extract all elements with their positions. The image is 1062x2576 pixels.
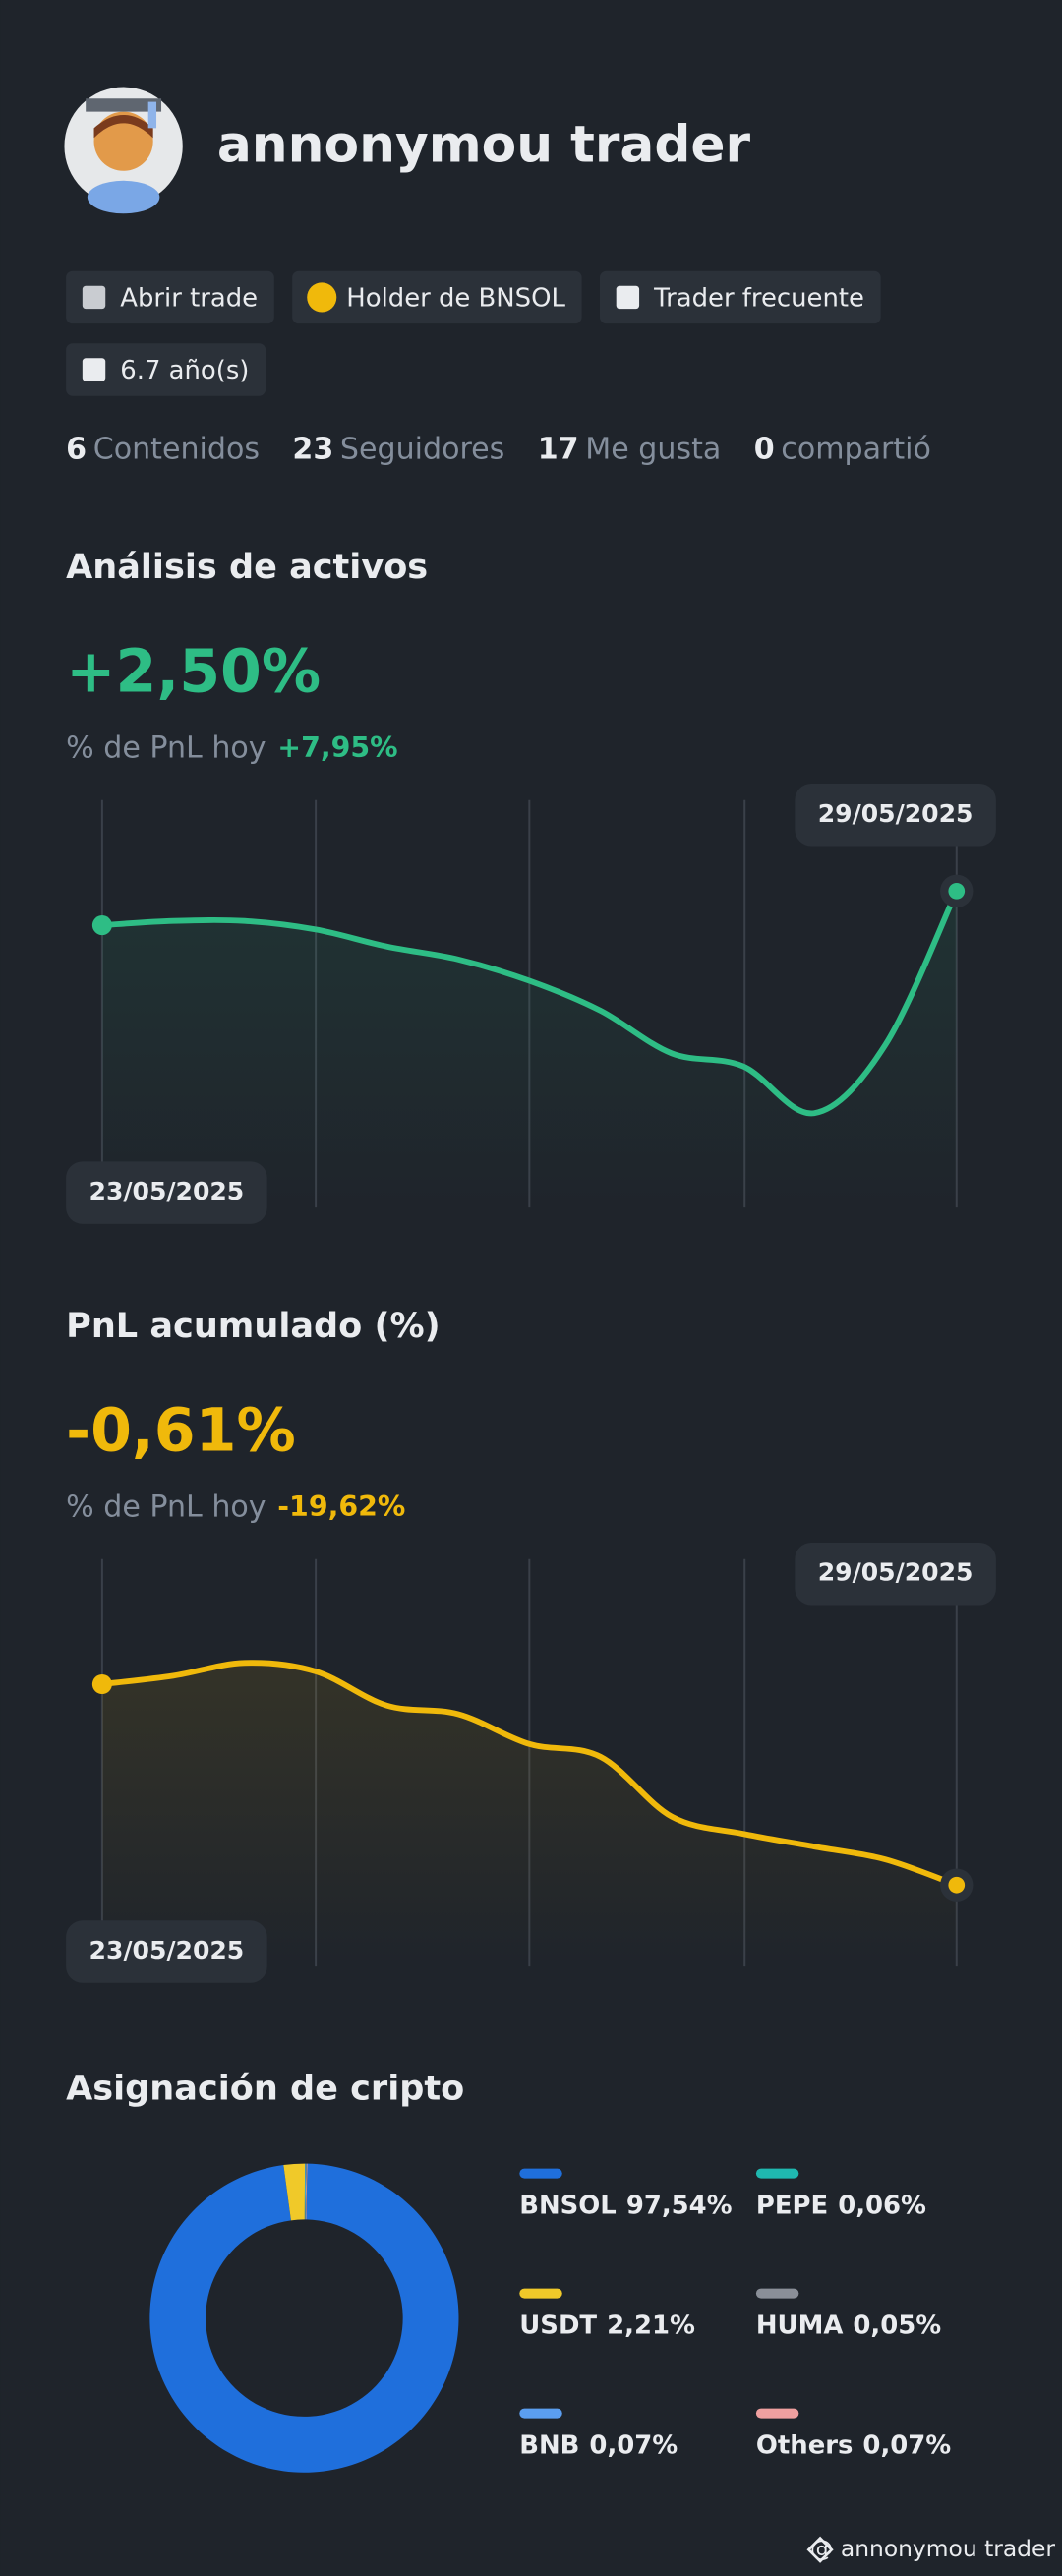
legend-value: 0,06% — [838, 2192, 926, 2221]
donut-segment — [305, 2163, 307, 2220]
badge-icon — [82, 285, 106, 310]
section-title: Asignación de cripto — [66, 2068, 464, 2108]
stat-value: 23 — [292, 432, 333, 466]
stat-value: 17 — [538, 432, 579, 466]
stat-label: Me gusta — [585, 432, 721, 466]
pnl-value: +7,95% — [277, 732, 397, 764]
start-dot — [91, 1673, 112, 1695]
line-area — [101, 1663, 957, 1967]
legend-name: Others — [756, 2430, 854, 2460]
badge: 6.7 año(s) — [66, 343, 266, 396]
avatar — [64, 87, 183, 214]
start-dot — [91, 915, 112, 936]
legend-name: BNB — [519, 2430, 579, 2460]
badge: Abrir trade — [66, 270, 274, 324]
pnl-value: -19,62% — [277, 1491, 405, 1523]
pnl-label: % de PnL hoy — [66, 731, 266, 765]
legend-swatch — [755, 2408, 799, 2419]
legend-value: 0,07% — [862, 2430, 951, 2460]
legend-value: 2,21% — [607, 2312, 695, 2341]
stat-label: Seguidores — [340, 432, 504, 466]
badge-bg — [599, 270, 881, 324]
line — [98, 1660, 960, 1889]
donut-segment — [305, 2163, 307, 2220]
badge-bg — [292, 270, 582, 324]
badge-icon — [616, 285, 640, 310]
headline-value: +2,50% — [66, 637, 321, 706]
legend-swatch — [519, 2168, 562, 2179]
badge-icon — [307, 282, 337, 313]
badge-label: Trader frecuente — [653, 284, 864, 314]
end-dot — [948, 1876, 966, 1894]
legend-value: 0,05% — [853, 2312, 941, 2341]
date-bubble — [795, 784, 996, 847]
badge-label: 6.7 año(s) — [120, 356, 249, 385]
date-label: 23/05/2025 — [89, 1177, 245, 1205]
stat-label: Contenidos — [93, 432, 260, 466]
line — [98, 888, 960, 1117]
date-label: 29/05/2025 — [818, 799, 974, 828]
donut-segment — [305, 2163, 308, 2220]
headline-value: -0,61% — [66, 1396, 296, 1465]
donut-segment — [304, 2163, 306, 2220]
badge: Holder de BNSOL — [292, 270, 582, 324]
section-title: Análisis de activos — [66, 547, 428, 587]
badge: Trader frecuente — [599, 270, 881, 324]
date-bubble — [795, 1542, 996, 1606]
stat-label: compartió — [781, 432, 931, 466]
section-title: PnL acumulado (%) — [66, 1306, 441, 1346]
badge-bg — [66, 270, 274, 324]
date-bubble — [66, 1920, 267, 1983]
legend-swatch — [755, 2168, 799, 2179]
date-bubble — [66, 1161, 267, 1224]
badge-icon — [82, 358, 106, 381]
legend-swatch — [519, 2288, 562, 2299]
badge-label: Abrir trade — [120, 284, 258, 314]
legend-swatch — [755, 2288, 799, 2299]
legend-name: PEPE — [756, 2192, 828, 2221]
legend-name: USDT — [519, 2312, 597, 2341]
legend-name: BNSOL — [519, 2192, 617, 2221]
date-label: 23/05/2025 — [89, 1936, 245, 1964]
end-dot — [948, 882, 966, 900]
donut-segment — [283, 2163, 306, 2221]
badge-label: Holder de BNSOL — [346, 284, 565, 314]
profile-name: annonymou trader — [217, 115, 751, 174]
watermark: @ annonymou trader — [810, 2535, 1055, 2562]
pnl-label: % de PnL hoy — [66, 1490, 266, 1524]
date-label: 29/05/2025 — [818, 1558, 974, 1587]
donut-segment — [149, 2163, 459, 2473]
badge-bg — [66, 343, 266, 396]
stat-value: 0 — [754, 432, 775, 466]
line-area — [101, 891, 957, 1208]
legend-value: 0,07% — [589, 2430, 678, 2460]
watermark-logo — [806, 2536, 834, 2563]
legend-value: 97,54% — [626, 2192, 733, 2221]
legend-swatch — [519, 2408, 562, 2419]
legend-name: HUMA — [756, 2312, 843, 2341]
stat-value: 6 — [66, 432, 87, 466]
